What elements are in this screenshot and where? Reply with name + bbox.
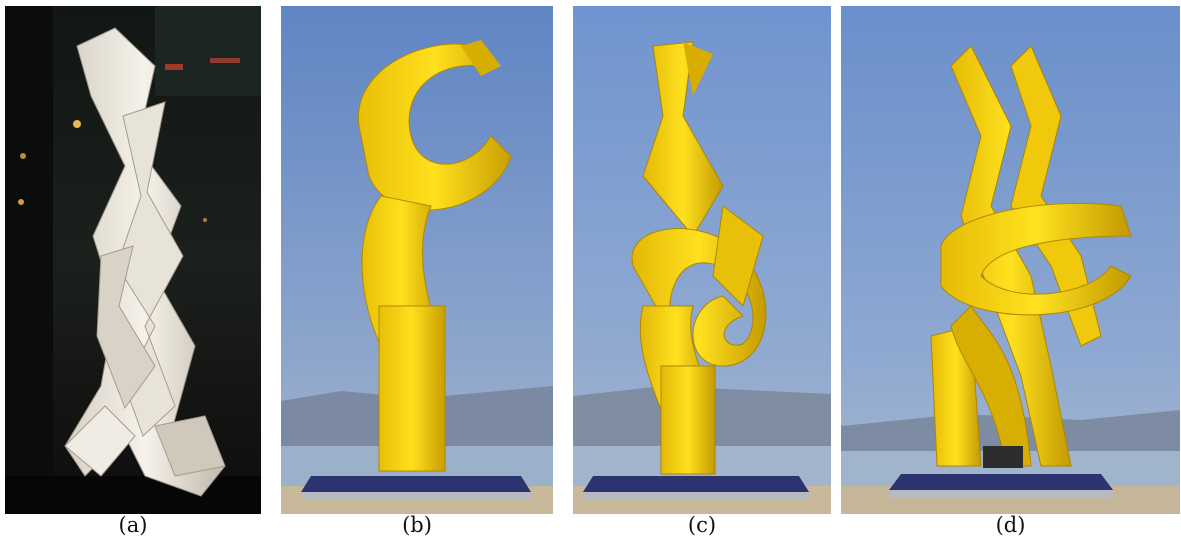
panel-caption-c: (c) [687,513,717,537]
panel-caption-a: (a) [118,513,148,537]
photo-white-sculpture [5,6,261,514]
photo-yellow-sculpture-curl [281,6,553,514]
photo-yellow-sculpture-knot [573,6,831,514]
photo-yellow-sculpture-strands [841,6,1180,514]
panel-caption-b: (b) [402,513,432,537]
panel-caption-d: (d) [995,513,1026,537]
